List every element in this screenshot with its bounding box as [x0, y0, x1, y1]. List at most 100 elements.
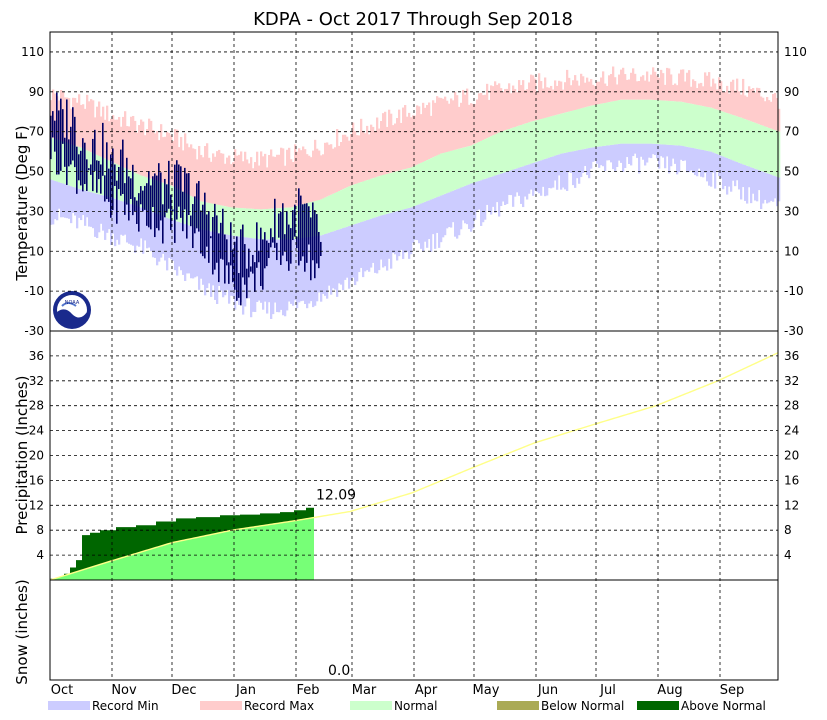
normal-bar: [656, 100, 659, 145]
record-min-bar: [350, 225, 353, 281]
record-min-bar: [94, 193, 97, 237]
snow-panel: 0.0: [328, 663, 350, 679]
normal-bar: [514, 127, 517, 169]
normal-bar: [742, 118, 745, 165]
record-min-bar: [70, 186, 73, 224]
normal-bar: [642, 99, 645, 144]
record-min-bar: [84, 190, 87, 226]
record-min-bar: [348, 226, 351, 289]
precipitation-total-label: 12.09: [316, 488, 356, 504]
normal-bar: [262, 209, 265, 240]
record-max-bar: [496, 84, 499, 134]
normal-bar: [526, 123, 529, 165]
record-min-bar: [672, 145, 675, 159]
record-min-bar: [264, 239, 267, 302]
normal-bar: [690, 103, 693, 148]
record-max-bar: [568, 77, 571, 112]
normal-bar: [708, 107, 711, 152]
record-max-bar: [328, 144, 331, 196]
record-min-bar: [648, 143, 651, 158]
record-min-bar: [776, 176, 779, 207]
record-min-bar: [150, 211, 153, 252]
normal-bar: [226, 206, 229, 235]
record-min-bar: [158, 214, 161, 262]
record-min-bar: [374, 217, 377, 273]
normal-bar: [650, 99, 653, 144]
record-min-bar: [352, 224, 355, 278]
record-max-bar: [434, 102, 437, 157]
observed-temp-bar: [284, 234, 286, 252]
record-min-bar: [670, 144, 673, 167]
record-max-bar: [728, 93, 731, 114]
observed-temp-bar: [190, 215, 192, 227]
record-max-bar: [636, 81, 639, 100]
normal-bar: [432, 157, 435, 199]
record-min-bar: [548, 157, 551, 188]
record-max-bar: [708, 72, 711, 108]
observed-temp-bar: [96, 160, 98, 193]
record-max-bar: [470, 103, 473, 146]
record-max-bar: [478, 93, 481, 142]
observed-temp-bar: [310, 217, 312, 281]
record-max-bar: [424, 107, 427, 162]
record-min-bar: [356, 223, 359, 282]
record-min-bar: [300, 237, 303, 302]
record-max-bar: [264, 153, 267, 210]
record-min-bar: [332, 231, 335, 289]
record-max-bar: [696, 87, 699, 105]
record-min-bar: [662, 144, 665, 158]
record-max-bar: [454, 91, 457, 150]
observed-temp-bar: [76, 146, 78, 194]
temperature-tick-label-left: -10: [24, 284, 44, 298]
record-min-bar: [298, 238, 301, 303]
record-max-bar: [164, 136, 167, 184]
record-min-bar: [522, 166, 525, 208]
record-max-bar: [706, 75, 709, 107]
normal-bar: [766, 127, 769, 174]
record-max-bar: [670, 74, 673, 102]
record-min-bar: [518, 167, 521, 196]
record-min-bar: [528, 164, 531, 194]
record-max-bar: [222, 153, 225, 206]
record-min-bar: [108, 196, 111, 230]
record-min-bar: [268, 239, 271, 303]
month-label: Feb: [296, 683, 319, 698]
record-max-bar: [554, 80, 557, 116]
record-max-bar: [650, 74, 653, 100]
record-max-bar: [634, 73, 637, 100]
observed-temp-bar: [58, 110, 60, 175]
record-min-bar: [730, 159, 733, 192]
record-max-bar: [82, 104, 85, 149]
normal-bar: [380, 175, 383, 216]
observed-temp-bar: [220, 222, 222, 259]
normal-bar: [322, 198, 325, 235]
record-min-bar: [772, 175, 775, 202]
observed-temp-bar: [152, 176, 154, 207]
record-max-bar: [448, 103, 451, 152]
record-min-bar: [270, 239, 273, 319]
record-max-bar: [268, 155, 271, 209]
observed-temp-bar: [210, 236, 212, 239]
record-min-bar: [440, 195, 443, 243]
record-max-bar: [186, 143, 189, 194]
observed-temp-bar: [78, 154, 80, 181]
normal-bar: [628, 99, 631, 144]
record-min-bar: [198, 228, 201, 290]
observed-temp-bar: [68, 139, 70, 167]
record-min-bar: [330, 231, 333, 295]
legend-item: Record Min: [48, 699, 159, 713]
record-max-bar: [456, 95, 459, 150]
record-min-bar: [308, 236, 311, 304]
record-min-bar: [222, 233, 225, 298]
record-min-bar: [64, 184, 67, 218]
precipitation-tick-label-right: 20: [784, 449, 799, 463]
normal-bar: [498, 132, 501, 175]
record-max-bar: [346, 136, 349, 188]
record-max-bar: [680, 69, 683, 102]
record-max-bar: [116, 119, 119, 165]
normal-bar: [460, 148, 463, 188]
record-min-bar: [460, 187, 463, 230]
record-min-bar: [514, 168, 517, 197]
record-min-bar: [550, 156, 553, 189]
normal-bar: [394, 171, 397, 212]
